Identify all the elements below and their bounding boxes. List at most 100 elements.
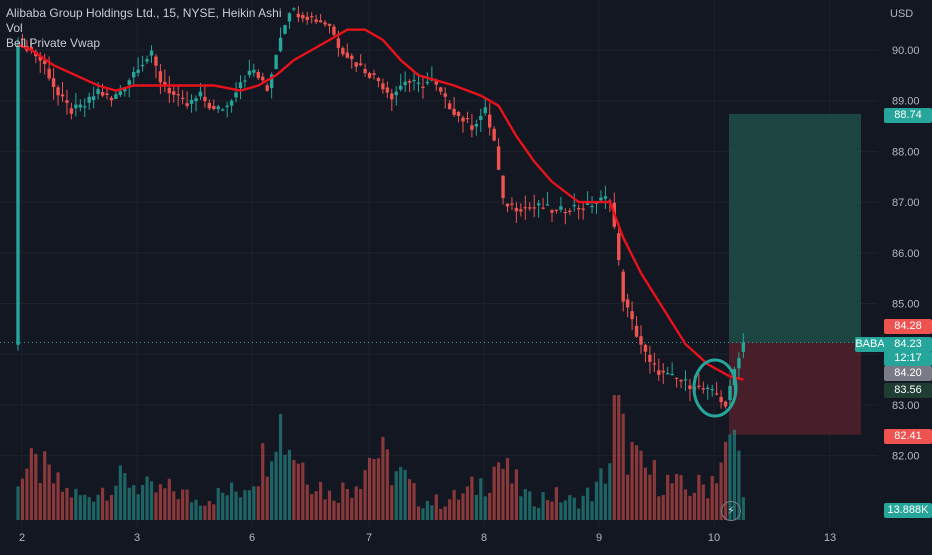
volume-bar (510, 483, 514, 520)
candle-body (221, 109, 225, 111)
volume-bar (52, 483, 56, 520)
candle-body (358, 63, 363, 66)
volume-bar (38, 483, 42, 520)
candle-body (719, 396, 723, 403)
volume-bar (505, 458, 510, 520)
candle-body (301, 15, 305, 19)
volume-bar (492, 466, 496, 520)
candle-body (385, 87, 390, 93)
volume-bar (643, 467, 648, 520)
open-price-label: 84.20 (884, 366, 932, 381)
candle-body (634, 325, 639, 337)
volume-bar (350, 497, 354, 520)
volume-bar (421, 508, 425, 520)
volume-bar (216, 487, 220, 520)
candle-body (269, 74, 274, 89)
candle-body (69, 108, 74, 114)
volume-bar (296, 463, 300, 520)
candle-body (439, 87, 443, 92)
candle-body (519, 209, 523, 212)
volume-bar (550, 501, 554, 520)
candle-body (674, 377, 679, 379)
volume-bar (666, 474, 670, 520)
candle-body (96, 89, 100, 94)
last-price-label: 84.23 (884, 337, 932, 352)
volume-bar (541, 492, 545, 520)
candle-body (630, 311, 634, 320)
volume-bar (581, 495, 585, 520)
volume-bar (648, 474, 652, 520)
volume-bar (639, 450, 643, 520)
volume-bar (599, 468, 603, 520)
candle-body (167, 87, 171, 94)
volume-bar (301, 462, 305, 520)
volume-bar (92, 501, 96, 520)
volume-bar (132, 485, 136, 520)
volume-bar (114, 485, 118, 520)
candle-body (372, 73, 376, 75)
volume-bar (230, 482, 234, 520)
price-tick-label: 83.00 (892, 400, 920, 412)
volume-bar (203, 505, 207, 520)
volume-bar (341, 482, 345, 520)
volume-bar (617, 395, 621, 520)
volume-bar (149, 481, 154, 520)
volume-bar (198, 505, 203, 520)
candle-body (594, 202, 599, 204)
volume-bar (69, 497, 73, 520)
volume-bar (697, 474, 701, 520)
candle-body (83, 106, 87, 108)
candle-body (701, 388, 705, 390)
volume-bar (83, 494, 87, 520)
volume-bar (78, 495, 82, 520)
vwap-price-label: 83.56 (884, 383, 932, 398)
volume-bar (154, 492, 158, 520)
volume-bar (310, 494, 314, 520)
candle-body (492, 128, 496, 141)
candle-body (354, 62, 358, 67)
candle-body (243, 80, 247, 82)
candle-body (350, 55, 354, 60)
candle-body (643, 344, 648, 352)
volume-bar (692, 492, 696, 520)
candle-body (367, 73, 372, 78)
candle-body (158, 71, 163, 83)
candle-body (265, 85, 269, 91)
volume-bar (60, 491, 65, 520)
volume-bar (621, 413, 625, 520)
flash-icon[interactable]: ⚡ (721, 501, 741, 521)
volume-bar (74, 488, 78, 520)
candle-body (314, 19, 318, 22)
candle-body (136, 69, 140, 73)
candle-body (670, 373, 674, 376)
volume-bar (461, 493, 465, 520)
volume-bar (385, 449, 389, 520)
volume-bar (465, 486, 470, 520)
target-price-label: 88.74 (884, 108, 932, 123)
volume-bar (683, 489, 688, 520)
candle-body (376, 78, 381, 82)
volume-bar (29, 448, 33, 520)
ticker-label: BABA (855, 337, 885, 352)
volume-bar (470, 476, 474, 520)
volume-bar (158, 484, 162, 520)
candle-body (256, 72, 260, 78)
volume-bar (612, 395, 616, 520)
vwap-label: Bell Private Vwap (6, 36, 101, 50)
candle-body (109, 97, 114, 101)
time-tick-label: 10 (708, 532, 720, 544)
volume-bar (181, 489, 185, 520)
candle-body (496, 146, 501, 170)
volume-bar (630, 441, 634, 520)
candle-body (501, 175, 505, 199)
volume-bar (123, 473, 127, 520)
time-tick-label: 8 (481, 532, 487, 544)
candle-body (617, 233, 621, 261)
candle-body (252, 69, 256, 73)
candle-body (287, 13, 292, 22)
candle-body (114, 94, 118, 99)
candle-body (399, 85, 403, 90)
candle-body (274, 55, 278, 70)
